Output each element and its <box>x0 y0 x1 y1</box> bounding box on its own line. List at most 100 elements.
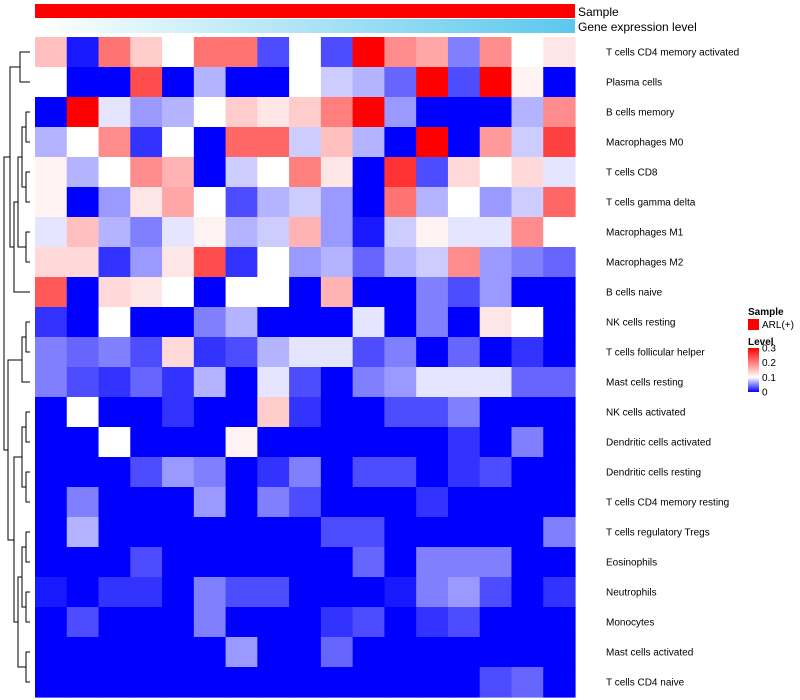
heatmap-cell <box>130 157 163 188</box>
row-label: Mast cells resting <box>606 378 683 389</box>
heatmap-cell <box>257 427 290 458</box>
heatmap-cell <box>352 337 386 368</box>
heatmap-cell <box>225 277 258 308</box>
heatmap-cell <box>543 187 576 218</box>
heatmap-cell <box>98 487 131 518</box>
heatmap-cell <box>66 337 100 368</box>
heatmap-cell <box>289 427 322 458</box>
level-legend-colorbar <box>748 348 759 392</box>
heatmap-cell <box>416 487 449 518</box>
heatmap-cell <box>98 607 131 638</box>
row-label: Macrophages M0 <box>606 138 684 149</box>
heatmap-cell <box>35 157 68 188</box>
heatmap-cell <box>35 397 68 428</box>
heatmap-cell <box>162 277 195 308</box>
heatmap-cell <box>130 367 163 398</box>
heatmap-cell <box>130 97 163 128</box>
heatmap-cell <box>162 637 195 668</box>
heatmap-cell <box>289 307 322 338</box>
heatmap-cell <box>543 577 576 608</box>
row-label: B cells memory <box>606 108 674 119</box>
heatmap-cell <box>511 667 544 698</box>
heatmap-cell <box>257 307 290 338</box>
heatmap-cell <box>257 97 290 128</box>
heatmap-cell <box>511 187 544 218</box>
heatmap-cell <box>225 367 258 398</box>
heatmap-cell <box>193 607 227 638</box>
heatmap-cell <box>98 517 131 548</box>
heatmap-cell <box>416 307 449 338</box>
heatmap-cell <box>225 457 258 488</box>
heatmap-cell <box>98 397 131 428</box>
heatmap-cell <box>384 127 417 158</box>
heatmap-cell <box>384 277 417 308</box>
heatmap-cell <box>352 607 386 638</box>
heatmap-cell <box>130 337 163 368</box>
heatmap-cell <box>257 367 290 398</box>
heatmap-cell <box>162 457 195 488</box>
heatmap-cell <box>384 427 417 458</box>
heatmap-cell <box>289 247 322 278</box>
heatmap-cell <box>35 37 68 68</box>
heatmap-cell <box>98 637 131 668</box>
heatmap-cell <box>66 127 100 158</box>
heatmap-cell <box>289 397 322 428</box>
heatmap-cell <box>130 277 163 308</box>
heatmap-cell <box>98 277 131 308</box>
row-label: NK cells resting <box>606 318 675 329</box>
heatmap-cell <box>543 247 576 278</box>
heatmap-cell <box>193 667 227 698</box>
heatmap-cell <box>320 667 354 698</box>
heatmap-cell <box>66 457 100 488</box>
heatmap-cell <box>511 97 544 128</box>
heatmap-cell <box>193 277 227 308</box>
heatmap-cell <box>225 157 258 188</box>
heatmap-cell <box>511 637 544 668</box>
heatmap-cell <box>98 187 131 218</box>
heatmap-cell <box>384 337 417 368</box>
heatmap-cell <box>130 517 163 548</box>
heatmap-cell <box>384 517 417 548</box>
heatmap-cell <box>98 367 131 398</box>
level-legend-title: Level <box>748 337 774 348</box>
row-label: Eosinophils <box>606 558 657 569</box>
heatmap-cell <box>225 37 258 68</box>
heatmap-cell <box>511 397 544 428</box>
row-labels: T cells CD4 memory activated Plasma cells… <box>606 48 739 689</box>
heatmap-cell <box>479 247 513 278</box>
sample-annotation-bar <box>35 4 575 18</box>
heatmap-cell <box>35 607 68 638</box>
heatmap-cell <box>193 37 227 68</box>
heatmap-cell <box>543 37 576 68</box>
heatmap-cell <box>447 37 481 68</box>
heatmap-cell <box>193 427 227 458</box>
heatmap-cell <box>66 487 100 518</box>
heatmap-cell <box>130 67 163 98</box>
sample-legend: Sample ARL(+) <box>748 307 794 331</box>
heatmap-cell <box>352 487 386 518</box>
heatmap-cell <box>193 637 227 668</box>
heatmap-cell <box>66 247 100 278</box>
heatmap-cell <box>479 487 513 518</box>
heatmap-cell <box>416 157 449 188</box>
heatmap-cell <box>416 187 449 218</box>
heatmap-cell <box>193 517 227 548</box>
heatmap-cell <box>162 67 195 98</box>
row-label: NK cells activated <box>606 408 685 419</box>
heatmap-cell <box>257 127 290 158</box>
heatmap-cell <box>543 397 576 428</box>
heatmap-cell <box>225 97 258 128</box>
heatmap-cell <box>384 367 417 398</box>
heatmap-cell <box>384 547 417 578</box>
heatmap-cell <box>320 127 354 158</box>
heatmap-cell <box>511 157 544 188</box>
row-label: Macrophages M1 <box>606 228 684 239</box>
sample-legend-swatch <box>748 319 759 330</box>
heatmap-cell <box>479 577 513 608</box>
heatmap-cell <box>193 547 227 578</box>
heatmap-cell <box>162 127 195 158</box>
heatmap-cell <box>130 607 163 638</box>
row-label: T cells CD8 <box>606 168 658 179</box>
heatmap-cell <box>352 187 386 218</box>
heatmap-cell <box>66 307 100 338</box>
